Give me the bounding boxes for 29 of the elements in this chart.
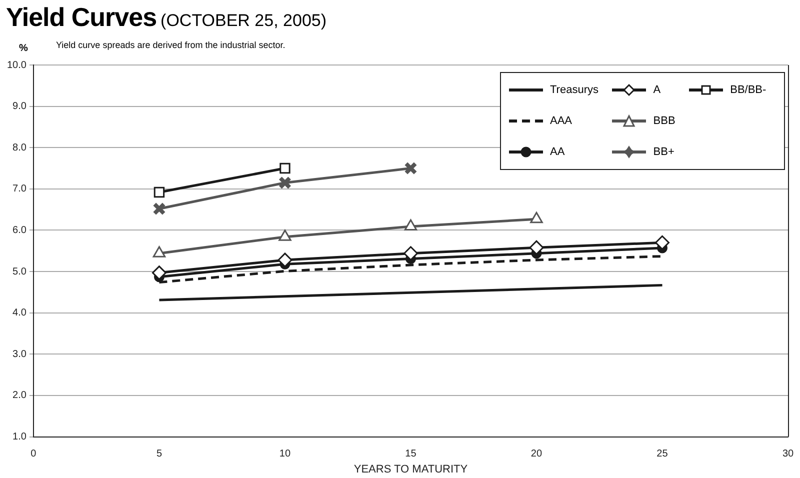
x-axis-title: YEARS TO MATURITY [354, 463, 468, 476]
x-tick-label: 25 [656, 448, 668, 460]
y-tick-label: 4.0 [12, 308, 27, 319]
y-tick-label: 3.0 [12, 348, 27, 360]
y-tick-label: 2.0 [12, 390, 27, 402]
chart-title: Yield Curves [6, 2, 157, 32]
text: Yield curve spreads are derived from the industrial sector. [56, 40, 286, 50]
chart-subtitle: (OCTOBER 25, 2005) [160, 11, 327, 30]
y-tick-label: 10.0 [6, 60, 27, 71]
y-tick-label: 6.0 [12, 224, 27, 236]
legend-label: BBB [653, 114, 676, 127]
y-tick-label: 1.0 [12, 432, 27, 443]
legend-label: A [653, 84, 661, 96]
y-axis-title: % [19, 43, 28, 54]
x-tick-label: 10 [279, 448, 291, 460]
y-tick-label: 5.0 [12, 266, 27, 278]
y-tick-label: 7.0 [12, 184, 27, 195]
y-tick-label: 9.0 [12, 101, 27, 112]
y-tick-label: 8.0 [12, 142, 27, 154]
x-tick-label: 0 [30, 448, 37, 460]
x-tick-label: 5 [156, 448, 162, 460]
legend-label: BB/BB- [730, 84, 766, 96]
legend-label: BB+ [653, 146, 674, 158]
legend-label: AA [550, 146, 565, 158]
x-tick-label: 20 [530, 448, 542, 460]
x-tick-label: 30 [782, 448, 794, 460]
legend-label: Treasurys [550, 84, 598, 96]
legend-label: AAA [550, 114, 572, 127]
x-tick-label: 15 [405, 448, 417, 460]
